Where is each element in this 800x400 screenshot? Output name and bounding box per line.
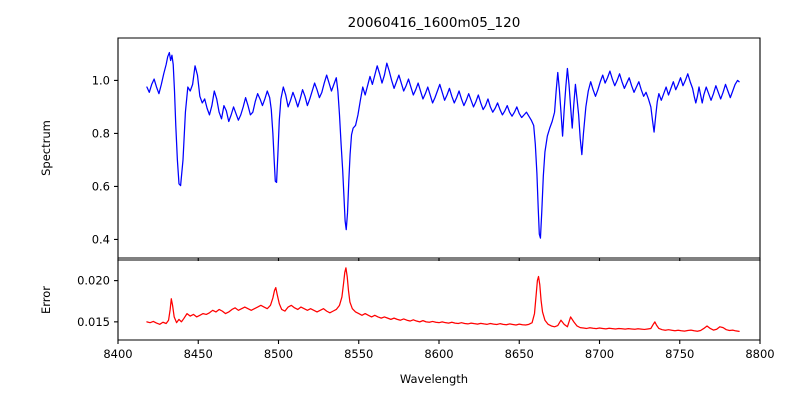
x-axis-label: Wavelength: [400, 372, 468, 386]
x-tick-label: 8400: [103, 347, 132, 361]
figure-title: 20060416_1600m05_120: [348, 15, 521, 31]
error-y-axis-label: Error: [39, 286, 53, 314]
spectrum-y-tick-label: 0.8: [92, 126, 110, 140]
error-panel: 0.015 0.020 8400 8450 8500 8550 8600 8650 8700 87…: [39, 259, 775, 386]
spectrum-axes-frame: [117, 37, 761, 259]
error-y-tick-label: 0.015: [77, 315, 110, 329]
spectrum-data-line: [146, 51, 740, 239]
error-tick-group: 0.015 0.020 8400 8450 8500 8550 8600 8650 8700 87…: [77, 274, 775, 361]
x-tick-label: 8750: [665, 347, 694, 361]
spectrum-tick-group: 0.4 0.6 0.8 1.0: [92, 73, 761, 261]
error-axes-frame: [117, 259, 761, 341]
x-tick-label: 8650: [505, 347, 534, 361]
x-tick-label: 8500: [264, 347, 293, 361]
x-tick-label: 8700: [585, 347, 614, 361]
error-y-tick-label: 0.020: [77, 274, 110, 288]
spectrum-y-tick-label: 0.6: [92, 179, 110, 193]
x-tick-label: 8550: [344, 347, 373, 361]
x-tick-label: 8800: [745, 347, 774, 361]
x-tick-label: 8600: [424, 347, 453, 361]
spectrum-y-axis-label: Spectrum: [39, 120, 53, 176]
x-tick-label: 8450: [184, 347, 213, 361]
spectrum-y-tick-label: 0.4: [92, 232, 110, 246]
spectrum-y-tick-label: 1.0: [92, 73, 110, 87]
spectrum-panel: 0.4 0.6 0.8 1.0 Spectrum: [39, 37, 761, 261]
error-data-line: [146, 267, 740, 332]
